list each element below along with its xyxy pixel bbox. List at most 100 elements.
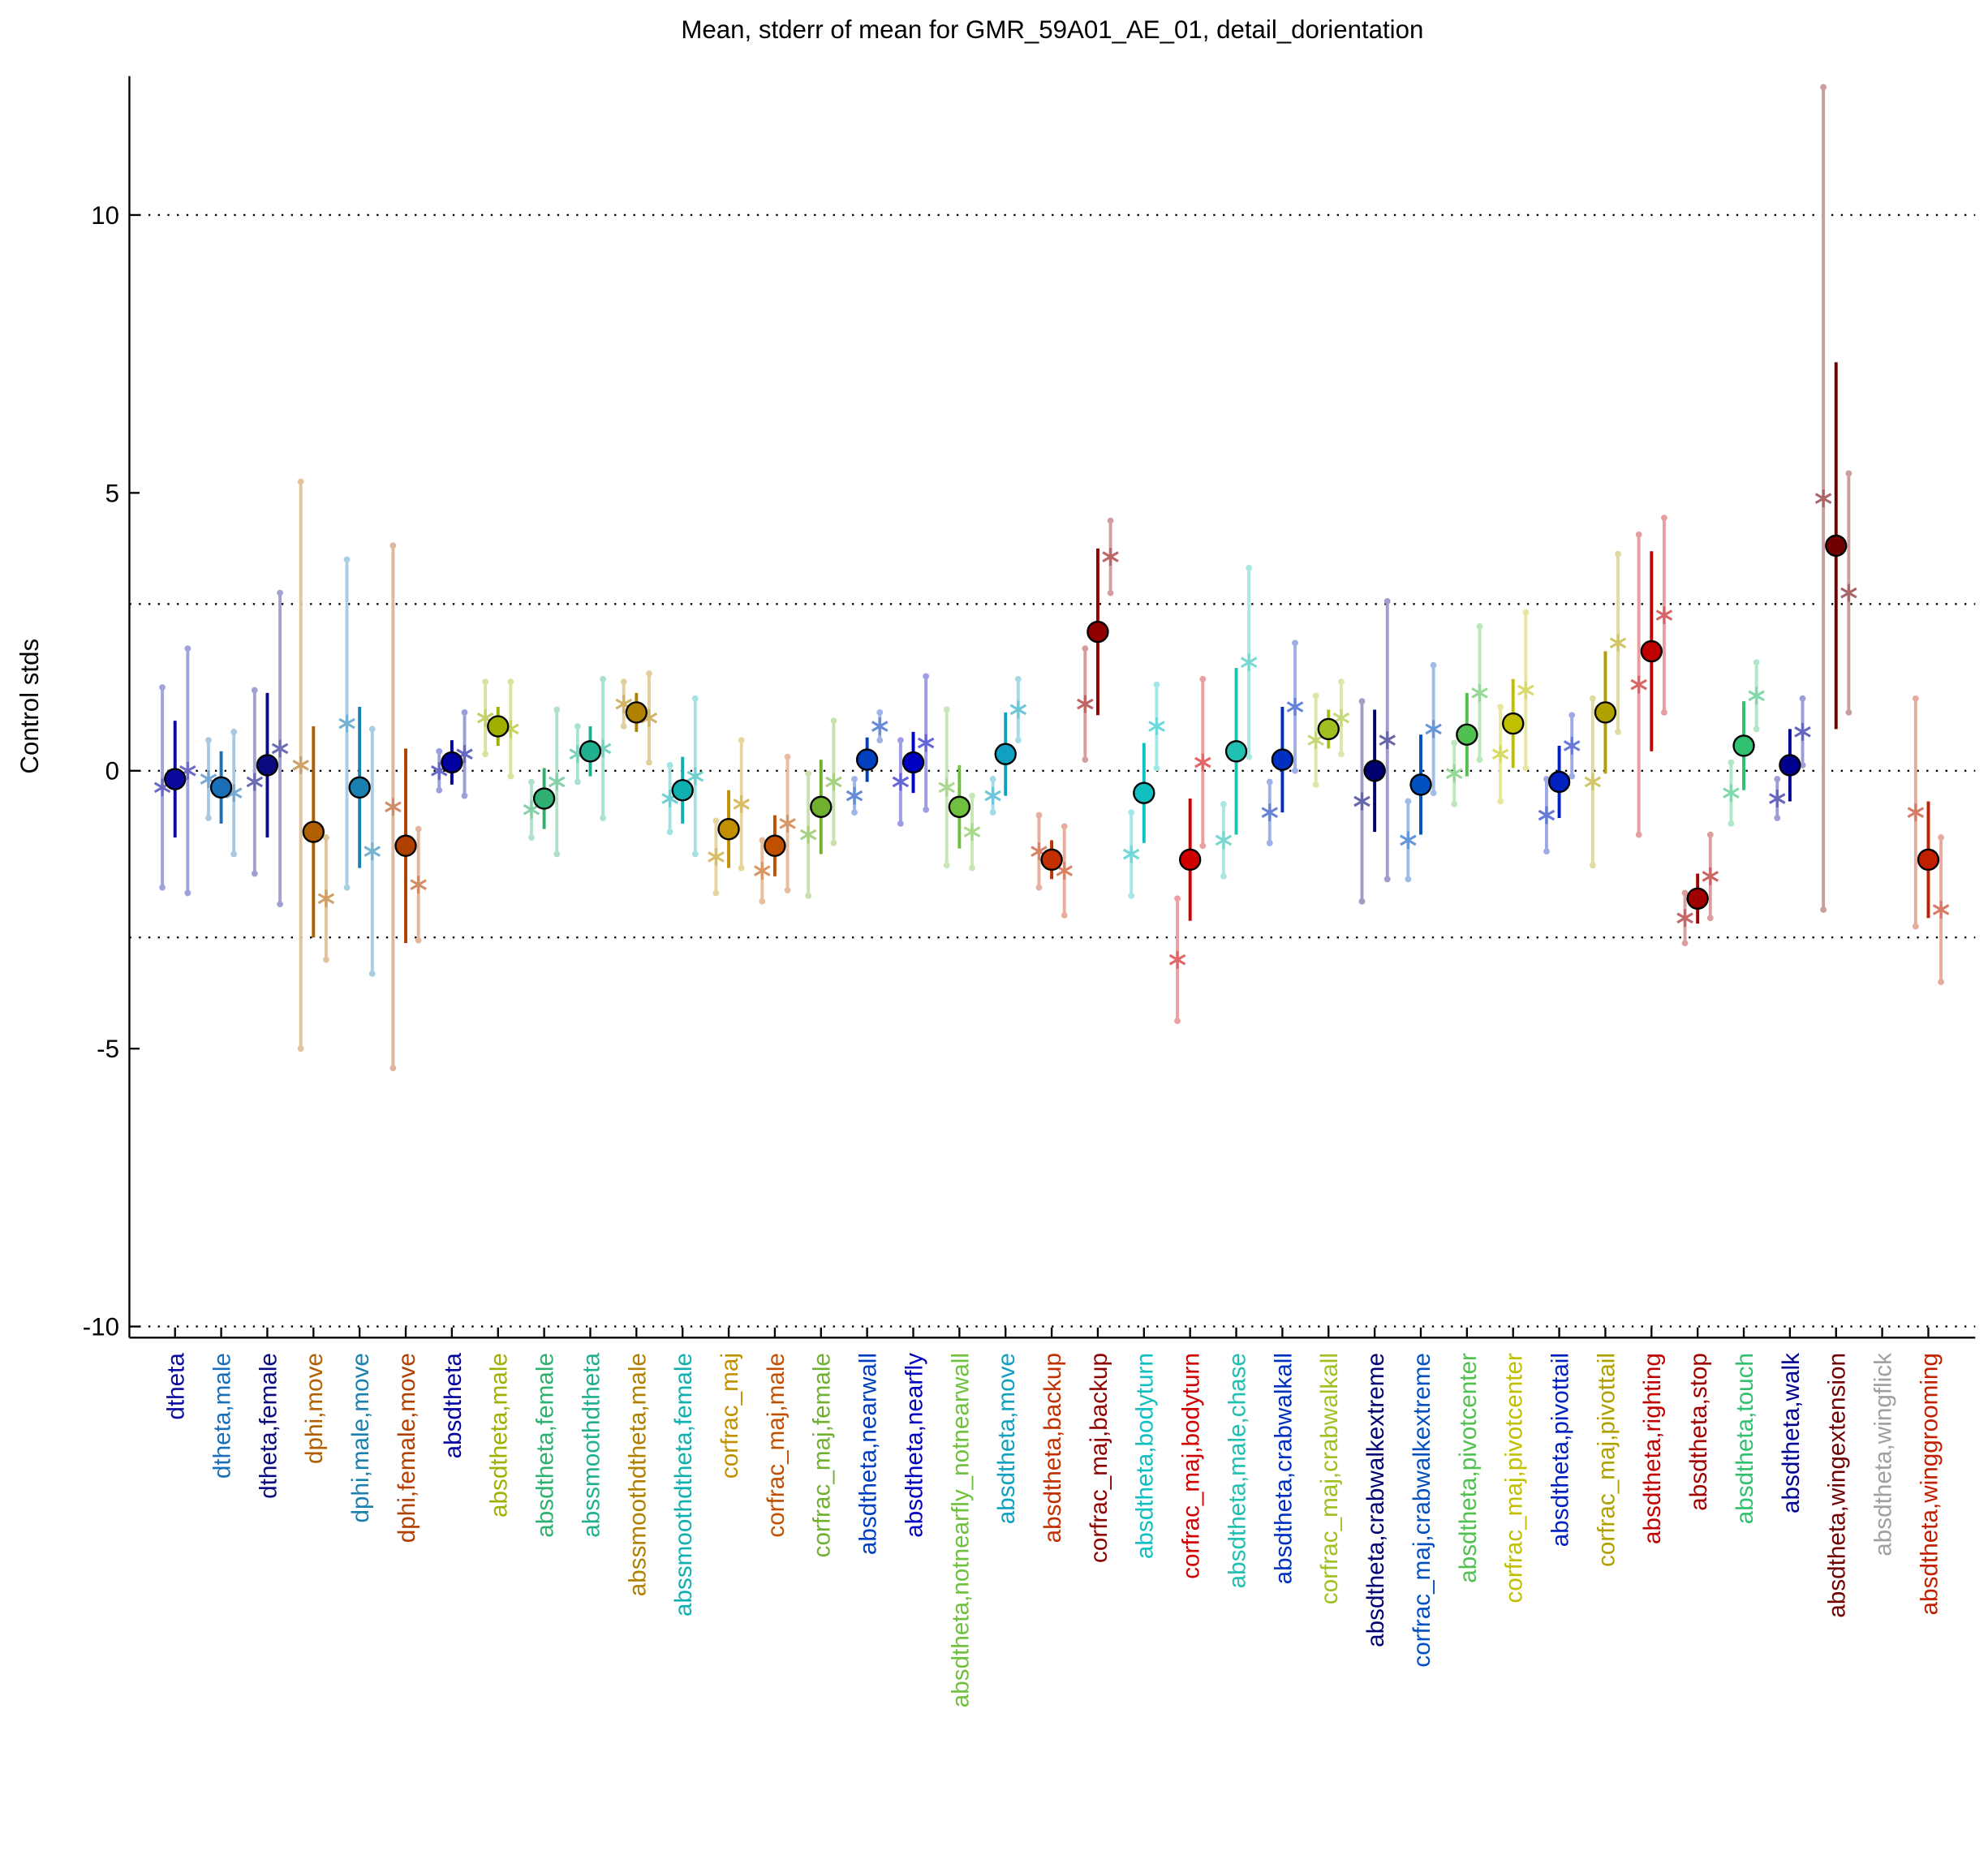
error-cap [277,901,283,908]
error-cap [691,695,699,702]
star-point [1194,753,1211,772]
x-tick-label: dphi,move [301,1353,328,1464]
mean-point [810,795,833,818]
error-cap [1522,764,1530,772]
y-tick-label: 0 [105,757,119,786]
mean-point [1409,773,1432,796]
error-cap [1220,800,1227,807]
error-cap [368,970,376,977]
star-point [1353,792,1371,811]
error-cap [1358,898,1366,905]
star-point [1379,731,1396,750]
star-point [1723,784,1740,803]
star-point [523,800,540,819]
x-tick-label: absdtheta,crabwalkall [1270,1353,1297,1584]
star-stroke [1215,834,1233,846]
error-cap [1153,764,1160,772]
star-stroke [1471,687,1488,699]
error-cap [159,884,166,891]
mean-point [1825,534,1848,558]
x-tick-label: corfrac_maj,male [763,1353,790,1538]
star-point [1794,722,1811,741]
x-tick-label: corfrac_maj,crabwalkall [1316,1353,1343,1604]
error-cap [184,645,191,652]
error-cap [876,737,884,744]
star-stroke [1240,657,1258,669]
star-point [317,889,335,908]
star-point [1122,845,1140,863]
error-cap [1107,589,1114,596]
star-point [1445,764,1463,783]
x-tick-label: absdtheta,winggrooming [1916,1353,1943,1615]
error-cap [1568,712,1576,719]
error-cap [1635,531,1642,538]
mean-point [394,834,417,857]
error-cap [805,892,812,899]
star-point [1148,717,1165,735]
error-cap [389,542,397,549]
x-tick-label: absdtheta,bodyturn [1132,1353,1159,1559]
x-tick-label: absdtheta,male,chase [1224,1353,1250,1588]
star-stroke [1676,912,1693,924]
error-cap [691,850,699,858]
mean-point [1456,723,1478,746]
mean-point [948,795,971,818]
star-stroke [338,717,355,730]
error-cap [1661,708,1667,716]
star-point [1240,653,1258,672]
error-cap [1476,622,1483,630]
error-cap [1337,678,1345,686]
mean-point [1363,760,1386,782]
star-point [1077,695,1094,713]
x-tick-label: absdtheta,wingextension [1824,1353,1851,1618]
mean-point [717,818,740,841]
star-stroke [271,743,289,755]
error-cap [989,809,996,816]
error-cap [323,956,329,963]
star-stroke [1445,768,1463,780]
star-point [892,773,910,791]
error-cap [1292,767,1298,774]
x-tick-label: absdtheta,pivotcenter [1455,1353,1482,1583]
x-tick-label: absdtheta,male [486,1353,513,1518]
x-tick-label: corfrac_maj,bodyturn [1178,1353,1205,1579]
error-cap [1706,831,1714,838]
error-cap [1522,609,1530,616]
mean-point [1547,770,1571,794]
error-cap [1661,515,1667,522]
star-stroke [1723,787,1740,799]
star-point [364,842,381,861]
star-point [1584,773,1602,791]
star-point [1609,634,1627,652]
y-tick-label: 10 [91,201,119,230]
error-cap [389,1065,397,1072]
error-cap [1035,812,1043,819]
x-tick-label: abssmoothdtheta,female [670,1353,697,1617]
x-tick-label: absdtheta,backup [1039,1353,1066,1543]
star-point [1907,803,1925,822]
star-point [338,714,355,733]
error-cap [1082,756,1089,763]
x-tick-label: absdtheta,stop [1685,1353,1712,1511]
star-stroke [1077,698,1094,710]
error-cap [620,723,627,730]
error-cap [1035,884,1043,891]
star-stroke [1538,809,1556,821]
error-cap [738,737,745,744]
error-cap [368,725,376,733]
star-stroke [1769,793,1786,804]
x-tick-label: absdtheta,female [532,1353,559,1538]
star-stroke [799,829,817,841]
error-cap [759,898,766,905]
error-cap [415,936,422,944]
star-point [1840,583,1857,602]
error-cap [943,706,950,713]
star-stroke [476,712,494,724]
error-cap [1430,661,1437,669]
error-cap [600,675,606,682]
error-cap [805,770,812,777]
star-stroke [779,818,796,829]
error-cap [1476,756,1483,763]
error-cap [969,864,975,872]
